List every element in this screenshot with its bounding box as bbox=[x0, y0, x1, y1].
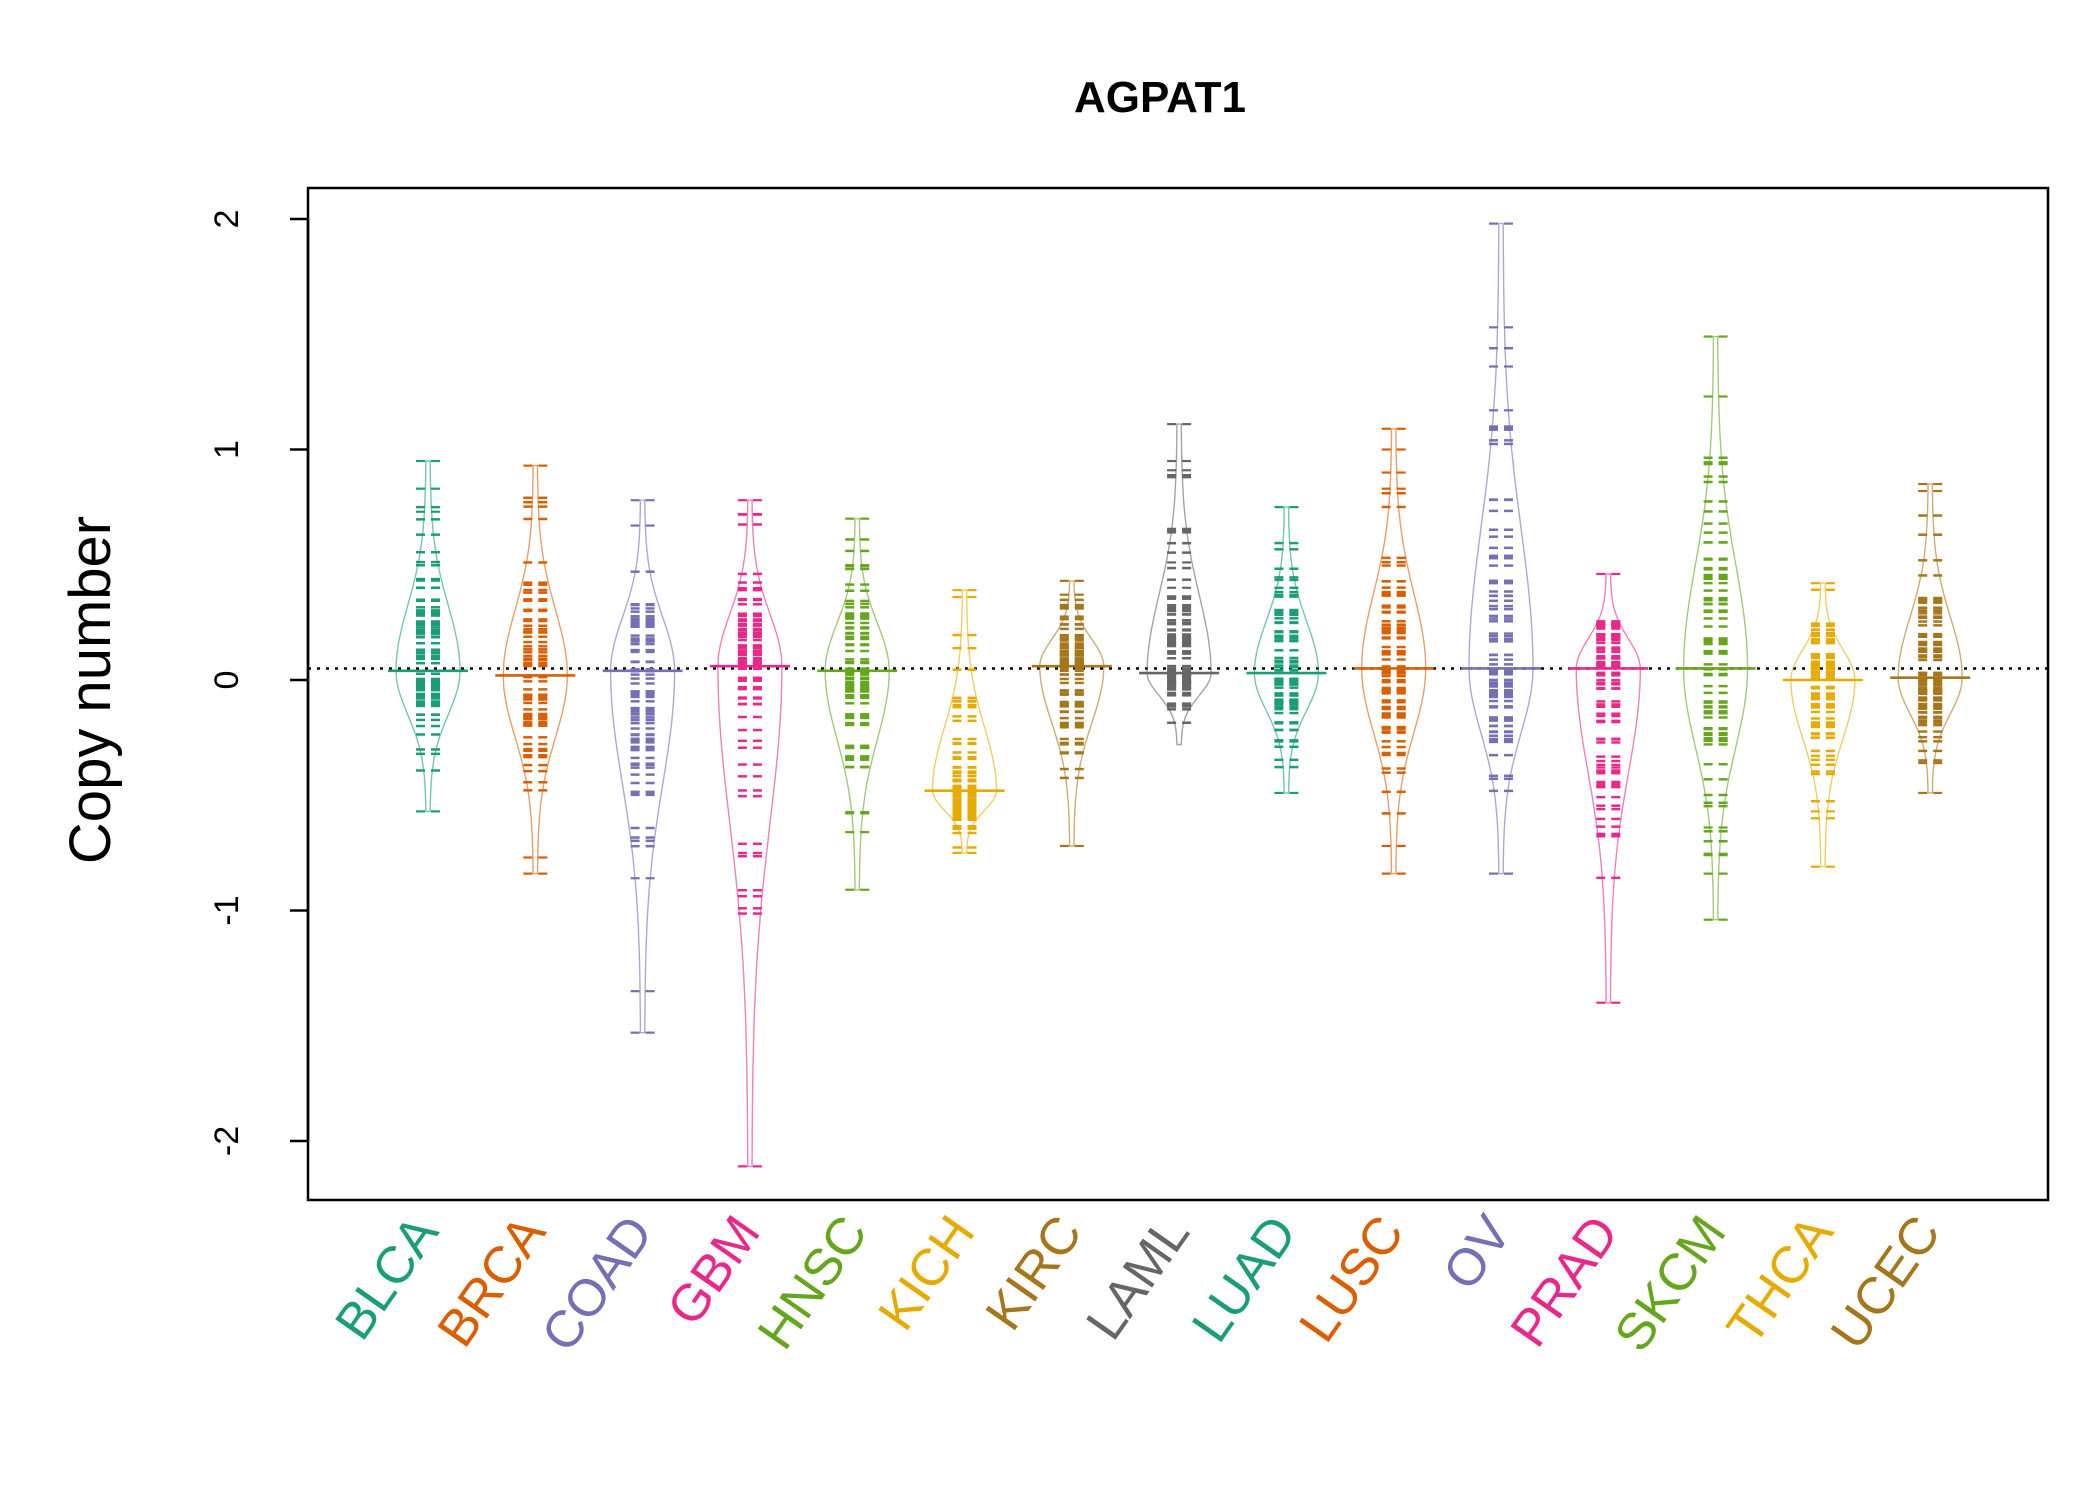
x-tick-label: LUSC bbox=[1288, 1206, 1415, 1353]
y-tick-label: 0 bbox=[208, 671, 246, 690]
x-tick-label: LAML bbox=[1076, 1206, 1201, 1351]
bean-outline bbox=[1360, 428, 1427, 875]
bean-outline bbox=[1575, 573, 1641, 1004]
bean-coad bbox=[602, 499, 683, 1034]
plot-frame bbox=[306, 186, 2050, 1202]
bean-laml bbox=[1139, 423, 1220, 746]
y-axis: -2 -1 0 1 2 bbox=[208, 210, 310, 1156]
bean-outline bbox=[824, 518, 890, 891]
y-tick-label: -2 bbox=[208, 1126, 246, 1156]
plot-layer bbox=[308, 222, 2048, 1168]
bean-outline bbox=[717, 499, 783, 1168]
bean-luad bbox=[1246, 506, 1327, 795]
bean-outline bbox=[1897, 483, 1963, 794]
bean-skcm bbox=[1675, 335, 1756, 921]
x-tick-label: KICH bbox=[868, 1206, 987, 1341]
bean-outline bbox=[609, 499, 676, 1034]
chart-title: AGPAT1 bbox=[1074, 73, 1246, 122]
bean-outline bbox=[1468, 222, 1534, 875]
bean-outline bbox=[1146, 423, 1212, 746]
bean-outline bbox=[1039, 580, 1105, 847]
bean-outline bbox=[502, 464, 569, 875]
bean-outline bbox=[1682, 335, 1749, 921]
x-tick-label: KIRC bbox=[975, 1206, 1094, 1341]
bean-prad bbox=[1568, 572, 1649, 1004]
x-tick-label: LUAD bbox=[1181, 1206, 1308, 1353]
bean-kirc bbox=[1031, 579, 1112, 848]
x-tick-label: COAD bbox=[531, 1206, 665, 1362]
bean-thca bbox=[1782, 582, 1863, 868]
x-tick-label: THCA bbox=[1716, 1205, 1845, 1354]
bean-brca bbox=[495, 464, 576, 875]
x-tick-label: SKCM bbox=[1604, 1206, 1738, 1362]
bean-lusc bbox=[1353, 427, 1434, 875]
bean-kich bbox=[924, 589, 1005, 854]
x-tick-label: HNSC bbox=[747, 1206, 879, 1360]
x-tick-label: UCEC bbox=[1820, 1206, 1952, 1360]
bean-blca bbox=[388, 459, 468, 813]
y-tick-label: -1 bbox=[208, 895, 246, 925]
bean-outline bbox=[1790, 582, 1856, 868]
bean-ucec bbox=[1890, 482, 1971, 795]
bean-outline bbox=[395, 460, 461, 813]
bean-outline bbox=[1253, 506, 1320, 794]
bean-outline bbox=[931, 589, 998, 854]
x-tick-label: BLCA bbox=[324, 1205, 450, 1350]
y-tick-label: 2 bbox=[208, 210, 246, 229]
y-axis-label: Copy number bbox=[58, 516, 123, 864]
x-tick-label: OV bbox=[1432, 1205, 1523, 1300]
y-tick-label: 1 bbox=[208, 440, 246, 459]
bean-hnsc bbox=[817, 517, 898, 891]
bean-ov bbox=[1461, 222, 1541, 875]
bean-gbm bbox=[709, 499, 790, 1168]
